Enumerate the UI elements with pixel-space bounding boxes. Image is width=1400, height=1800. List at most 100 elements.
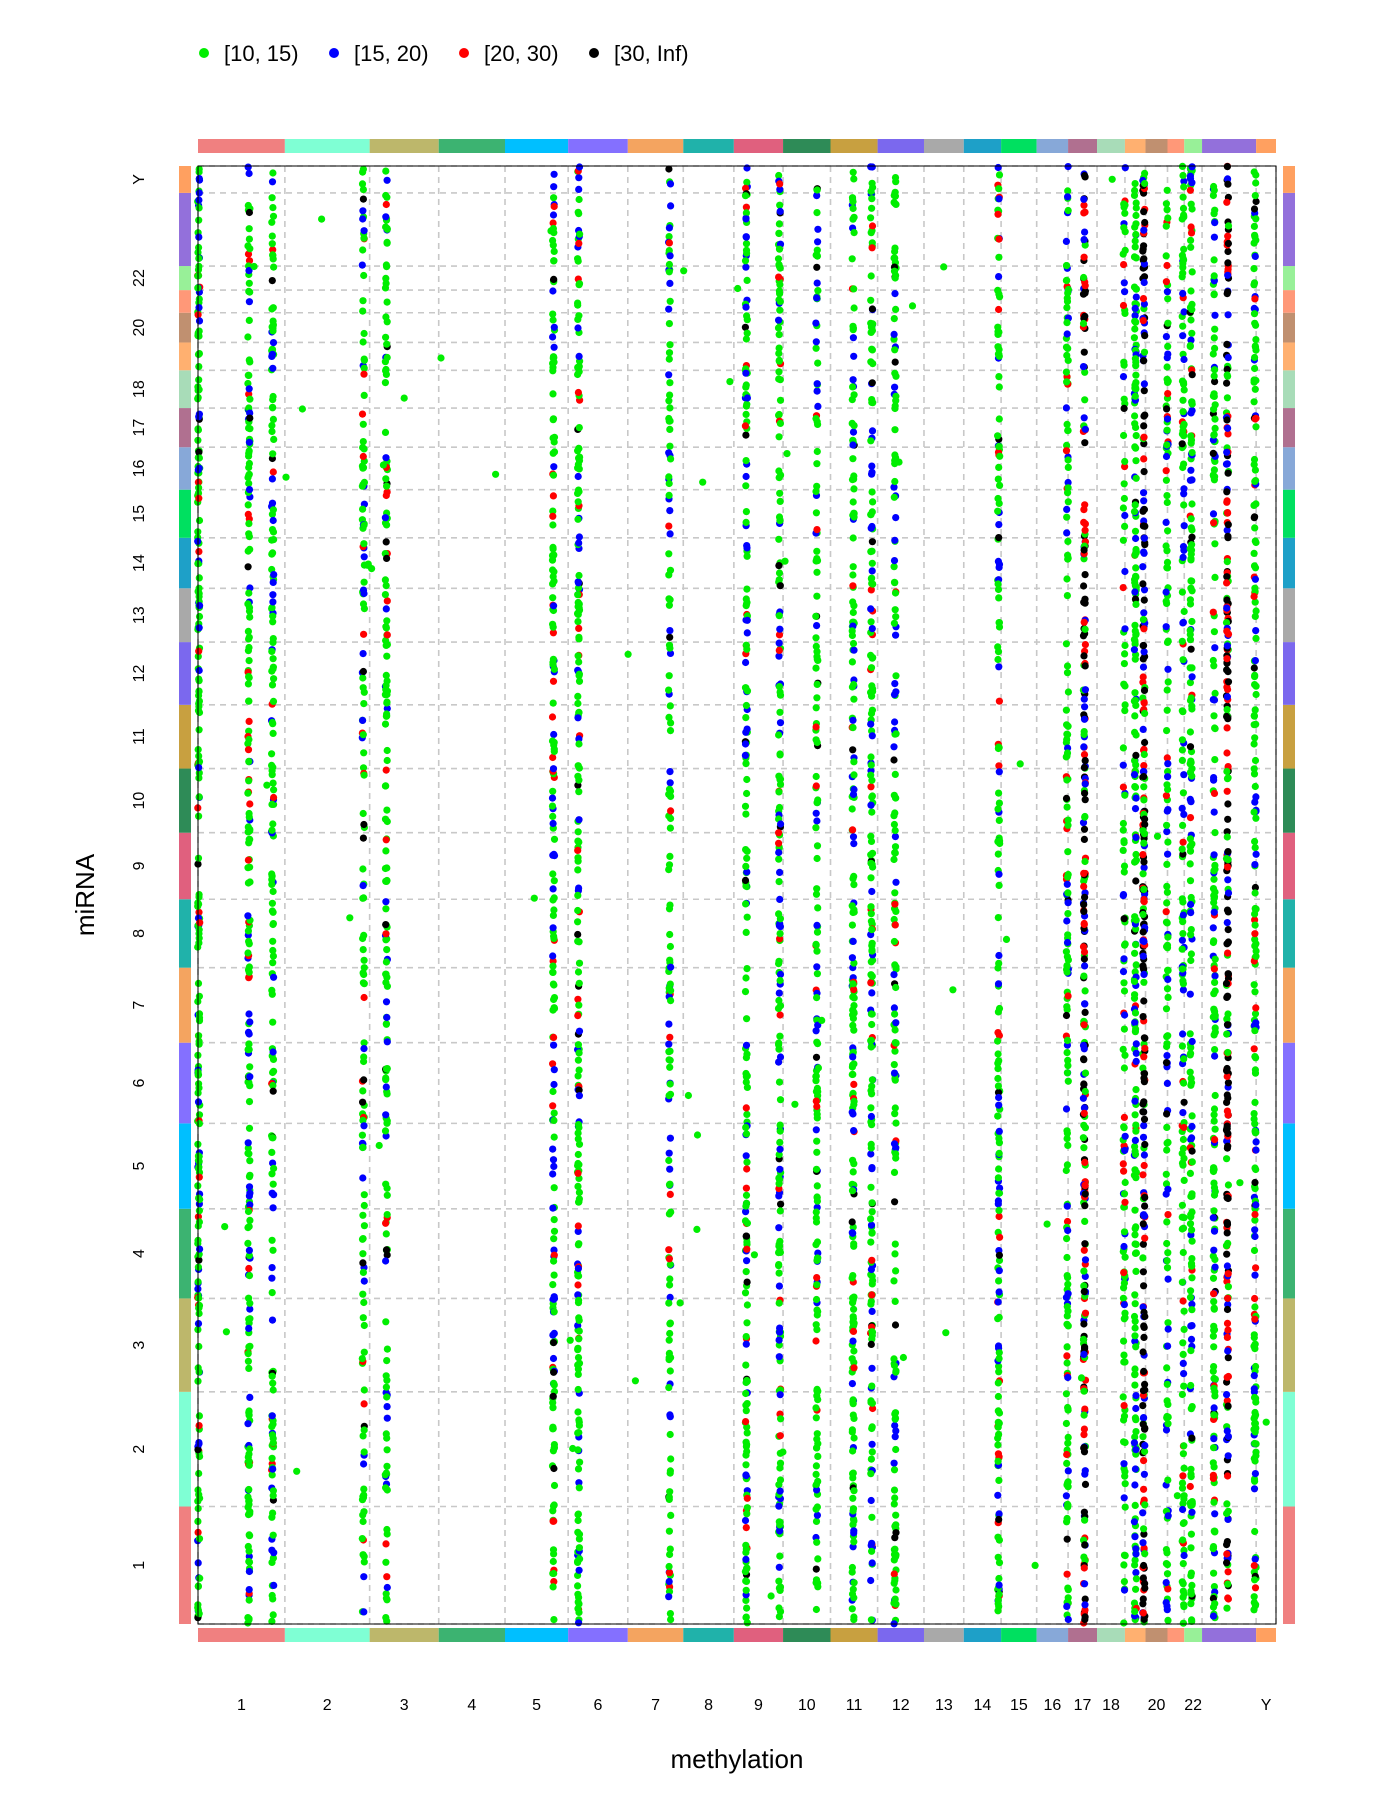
data-point (1210, 899, 1218, 907)
data-point (1210, 1111, 1218, 1119)
data-point (849, 195, 857, 203)
data-point (383, 1211, 391, 1219)
data-point (1132, 1343, 1140, 1351)
data-point (575, 1296, 583, 1304)
data-point (891, 1110, 899, 1118)
data-point (383, 1357, 391, 1365)
data-point (1141, 169, 1149, 177)
data-point (1081, 1000, 1089, 1008)
track-right-chr-1 (1283, 1506, 1295, 1624)
data-point (1179, 1580, 1187, 1588)
data-point (850, 646, 858, 654)
data-point (383, 238, 391, 246)
data-point (1139, 1268, 1147, 1276)
data-point (1081, 312, 1089, 320)
data-point (549, 629, 558, 637)
data-point (1163, 1239, 1171, 1248)
data-point (742, 1232, 751, 1240)
data-point (1121, 701, 1129, 709)
data-point (1140, 1485, 1148, 1493)
data-point (1180, 490, 1188, 498)
data-point (1210, 1569, 1218, 1577)
track-right-chr-18 (1283, 370, 1295, 409)
data-point (246, 1445, 254, 1453)
data-point (1162, 467, 1170, 475)
data-point (1164, 933, 1172, 941)
data-point (381, 591, 389, 599)
data-point (359, 809, 367, 818)
data-point (994, 1029, 1002, 1037)
data-point (1132, 1057, 1140, 1065)
data-point (813, 186, 821, 194)
data-point (1063, 968, 1071, 976)
data-point (742, 1472, 750, 1480)
data-point (1139, 655, 1147, 663)
data-point (244, 1144, 252, 1152)
data-point (245, 1264, 253, 1273)
data-point (244, 912, 252, 920)
data-point (1140, 796, 1148, 804)
data-point (743, 1510, 751, 1518)
data-point (1119, 1160, 1127, 1168)
data-point (743, 789, 751, 798)
data-point (1140, 1053, 1148, 1061)
data-point (1140, 1161, 1148, 1170)
data-point (775, 855, 783, 863)
track-right-chr-X (1283, 192, 1295, 267)
data-point (1081, 757, 1089, 765)
data-point (995, 521, 1003, 529)
data-point (848, 1380, 857, 1388)
data-point (777, 820, 785, 828)
data-point (1120, 868, 1128, 876)
data-point (550, 1041, 558, 1049)
data-point (741, 422, 750, 430)
data-point (1131, 237, 1139, 245)
data-point (1063, 1303, 1071, 1311)
data-point (1132, 916, 1140, 924)
data-point (1140, 997, 1148, 1005)
data-point (1121, 1309, 1129, 1317)
data-point (1081, 282, 1089, 290)
data-point (1120, 279, 1128, 287)
data-point (1162, 1579, 1170, 1587)
data-point (812, 642, 820, 651)
data-point (995, 1349, 1003, 1357)
data-point (994, 1059, 1002, 1067)
data-point (268, 240, 276, 248)
data-point (1164, 527, 1172, 535)
data-point (1080, 695, 1088, 703)
data-point (574, 906, 582, 915)
track-bottom-chr-4 (438, 1628, 506, 1642)
data-point (812, 1605, 821, 1614)
data-point (574, 1370, 582, 1378)
data-point (742, 1191, 751, 1199)
data-point (383, 946, 391, 954)
data-point (358, 1535, 366, 1543)
data-point (891, 1026, 899, 1034)
data-point (742, 335, 751, 343)
data-point (890, 1500, 898, 1508)
data-point (246, 878, 254, 886)
data-point (195, 764, 203, 772)
data-point (1187, 645, 1195, 653)
data-point (869, 360, 877, 368)
data-point (245, 697, 253, 705)
data-point (742, 263, 750, 271)
data-point (850, 213, 858, 221)
track-bottom-chr-14 (963, 1628, 1002, 1642)
data-point (1119, 744, 1127, 752)
data-point (891, 900, 899, 908)
data-point (1139, 1420, 1147, 1428)
data-point (1063, 662, 1072, 670)
data-point (742, 215, 750, 223)
data-point (382, 1383, 390, 1391)
data-point (867, 229, 875, 237)
data-point (995, 1093, 1003, 1102)
data-point (195, 574, 203, 582)
data-point (1140, 609, 1148, 617)
data-point (1139, 563, 1147, 571)
data-point (360, 970, 368, 979)
data-point (1132, 877, 1140, 885)
data-point (868, 1229, 876, 1237)
data-point (1119, 504, 1127, 512)
